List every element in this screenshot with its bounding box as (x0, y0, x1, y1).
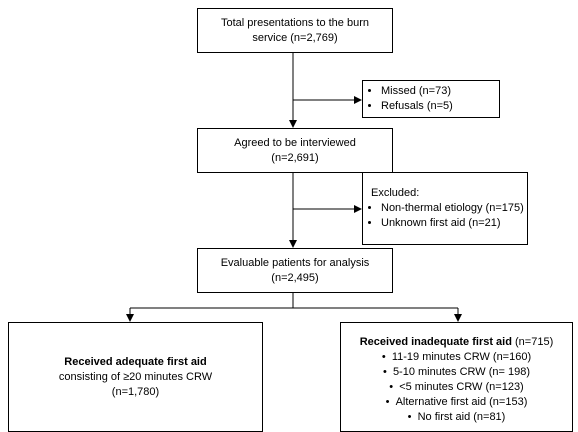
title: Received inadequate first aid (359, 336, 512, 348)
bullet-item: Unknown first aid (n=21) (381, 216, 527, 231)
bullet-list: 11-19 minutes CRW (n=160) 5-10 minutes C… (382, 350, 531, 425)
text-line: service (n=2,769) (252, 31, 338, 44)
missed-box: Missed (n=73) Refusals (n=5) (362, 80, 500, 118)
bullet-item: Missed (n=73) (381, 84, 499, 99)
page: html, body { margin: 0; padding: 0; } bo… (0, 0, 578, 422)
connectors (126, 52, 462, 322)
text-line: consisting of ≥20 minutes CRW (58, 371, 213, 383)
diagram: Total presentations to the burn service … (0, 0, 578, 422)
text-line: (n=1,780) (111, 386, 160, 398)
inadequate-box: Received inadequate first aid (n=715) 11… (340, 322, 573, 432)
count: (n=715) (515, 336, 554, 348)
excluded-box: Excluded: Non-thermal etiology (n=175) U… (362, 172, 528, 245)
heading: Excluded: (371, 187, 420, 199)
bullet-item: <5 minutes CRW (n=123) (382, 380, 531, 395)
text-line: Evaluable patients for analysis (220, 256, 370, 269)
text-line: Agreed to be interviewed (234, 136, 356, 149)
bullet-item: Refusals (n=5) (381, 99, 499, 114)
evaluable-box: Evaluable patients for analysis (n=2,495… (197, 248, 393, 293)
title: Received adequate first aid (64, 356, 207, 368)
title-line: Received inadequate first aid (n=715) (360, 335, 554, 350)
text-line: (n=2,691) (271, 151, 319, 164)
bullet-item: 5-10 minutes CRW (n= 198) (382, 365, 531, 380)
text-line: (n=2,495) (271, 271, 319, 284)
total-box: Total presentations to the burn service … (197, 8, 393, 53)
bullet-item: Non-thermal etiology (n=175) (381, 201, 527, 216)
bullet-item: Alternative first aid (n=153) (382, 395, 531, 410)
text-line: Total presentations to the burn (221, 16, 369, 29)
bullet-item: 11-19 minutes CRW (n=160) (382, 350, 531, 365)
agreed-box: Agreed to be interviewed (n=2,691) (197, 128, 393, 173)
adequate-box: Received adequate first aid consisting o… (8, 322, 263, 432)
bullet-list: Missed (n=73) Refusals (n=5) (363, 84, 499, 114)
bullet-item: No first aid (n=81) (382, 410, 531, 425)
bullet-list: Non-thermal etiology (n=175) Unknown fir… (371, 201, 527, 231)
